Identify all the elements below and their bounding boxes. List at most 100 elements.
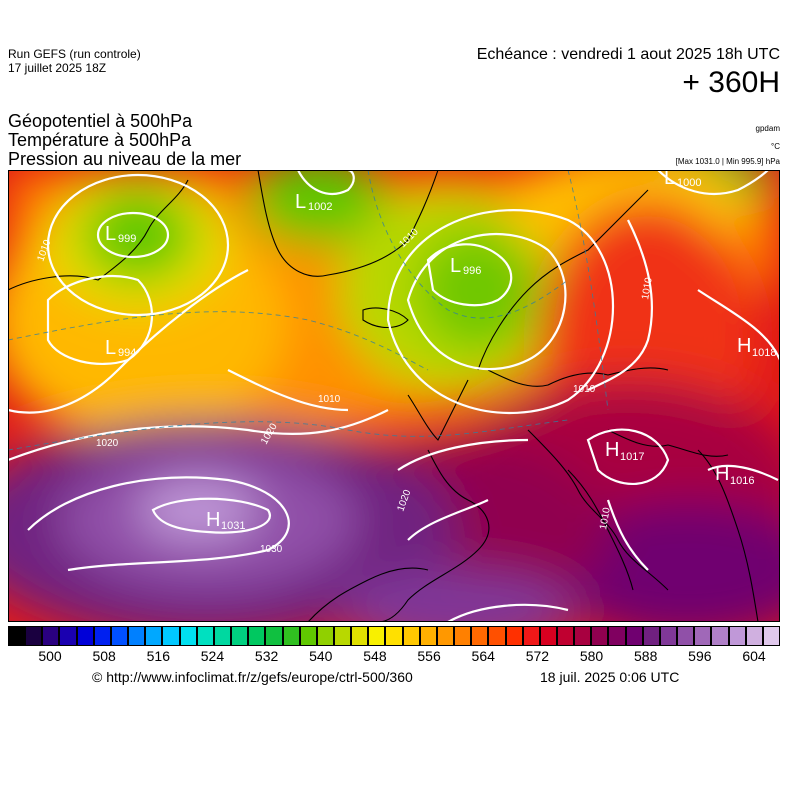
pressure-range: [Max 1031.0 | Min 995.9] hPa xyxy=(675,157,780,166)
geopotential-lines xyxy=(8,170,609,451)
isobar-label: 1030 xyxy=(260,544,283,555)
colorbar-swatch xyxy=(213,626,232,646)
colorbar-swatch xyxy=(265,626,283,646)
colorbar-swatch xyxy=(471,626,489,646)
isobar-label: 1010 xyxy=(573,384,596,395)
colorbar-tick-label: 564 xyxy=(471,648,495,664)
unit-celsius: °C xyxy=(771,142,780,151)
colorbar-swatch xyxy=(762,626,781,646)
colorbar-tick-label: 572 xyxy=(525,648,550,664)
colorbar-swatch xyxy=(231,626,249,646)
high-value: 1017 xyxy=(620,451,644,463)
colorbar-tick-label: 604 xyxy=(742,648,766,664)
colorbar-swatch xyxy=(282,626,300,646)
colorbar-swatch xyxy=(539,626,557,646)
param-temperature: Température à 500hPa xyxy=(8,130,192,150)
colorbar-swatch xyxy=(659,626,678,646)
low-value: 999 xyxy=(118,233,136,245)
unit-gpdam: gpdam xyxy=(755,124,780,133)
lead-time: + 360H xyxy=(682,66,780,99)
low-value: 1002 xyxy=(308,201,332,213)
colorbar-tick-label: 532 xyxy=(254,648,279,664)
high-center: H xyxy=(737,335,751,357)
colorbar-swatch xyxy=(179,626,197,646)
colorbar-tick-label: 548 xyxy=(363,648,387,664)
low-value: 996 xyxy=(463,265,481,277)
run-title: Run GEFS (run controle) xyxy=(8,47,141,61)
colorbar-swatch xyxy=(488,626,506,646)
weather-map: L 999 L 1002 L 1000 L 996 L 994 H 1018 H 1017 H… xyxy=(8,170,780,622)
colorbar-ticks: 500 508 516 524 532 540 548 556 564 572 580 588 596 6… xyxy=(8,648,780,666)
pressure-centers: L 999 L 1002 L 1000 L 996 L 994 H 1018 H 1017 H… xyxy=(105,170,776,532)
colorbar-swatch xyxy=(505,626,523,646)
low-value: 1000 xyxy=(677,177,701,189)
colorbar-swatch xyxy=(557,626,575,646)
colorbar-swatch xyxy=(93,626,111,646)
param-pressure: Pression au niveau de la mer xyxy=(8,149,242,169)
high-value: 1016 xyxy=(730,475,754,487)
coastlines xyxy=(8,170,759,622)
param-geopotential: Géopotentiel à 500hPa xyxy=(8,111,193,131)
echeance-label: Echéance : vendredi 1 aout 2025 18h UTC xyxy=(476,46,780,63)
colorbar-swatch xyxy=(351,626,369,646)
isobar-label: 1010 xyxy=(318,394,341,405)
low-center: L xyxy=(295,191,306,213)
high-center: H xyxy=(715,463,729,485)
colorbar-swatch xyxy=(419,626,437,646)
high-center: H xyxy=(206,509,220,531)
colorbar-swatch xyxy=(677,626,695,646)
isobars xyxy=(8,170,780,622)
colorbar-tick-label: 596 xyxy=(688,648,712,664)
low-value: 994 xyxy=(118,347,136,359)
colorbar-swatch xyxy=(59,626,77,646)
colorbar-swatch xyxy=(745,626,763,646)
colorbar-tick-label: 524 xyxy=(200,648,225,664)
colorbar-swatch xyxy=(625,626,643,646)
colorbar-swatch xyxy=(196,626,214,646)
low-center: L xyxy=(105,337,116,359)
colorbar-swatch xyxy=(454,626,472,646)
colorbar-swatch xyxy=(522,626,540,646)
isobar-labels: 1010 1020 1030 1010 1020 1010 1010 1020 … xyxy=(35,226,654,555)
colorbar-swatch xyxy=(25,626,43,646)
high-value: 1018 xyxy=(752,347,776,359)
colorbar-tick-label: 540 xyxy=(309,648,333,664)
colorbar-swatch xyxy=(642,626,660,646)
low-center: L xyxy=(664,170,675,189)
generated-time: 18 juil. 2025 0:06 UTC xyxy=(540,669,680,685)
source-url: © http://www.infoclimat.fr/z/gefs/europe… xyxy=(92,669,413,685)
colorbar-swatch xyxy=(248,626,266,646)
colorbar-swatch xyxy=(8,626,26,646)
colorbar-swatch xyxy=(591,626,609,646)
colorbar-swatch xyxy=(42,626,60,646)
colorbar-swatch xyxy=(128,626,146,646)
colorbar-tick-label: 588 xyxy=(634,648,658,664)
colorbar-tick-label: 500 xyxy=(38,648,62,664)
colorbar-tick-label: 508 xyxy=(92,648,116,664)
colorbar-swatch xyxy=(162,626,180,646)
run-date: 17 juillet 2025 18Z xyxy=(8,61,107,75)
colorbar-swatch xyxy=(368,626,386,646)
colorbar-swatch xyxy=(316,626,334,646)
colorbar-swatch xyxy=(333,626,352,646)
colorbar-tick-label: 516 xyxy=(146,648,170,664)
low-center: L xyxy=(105,223,116,245)
isobar-label: 1010 xyxy=(640,276,655,300)
high-center: H xyxy=(605,439,619,461)
colorbar-swatch xyxy=(299,626,317,646)
low-center: L xyxy=(450,255,461,277)
high-value: 1031 xyxy=(221,520,245,532)
colorbar-swatch xyxy=(608,626,626,646)
colorbar-swatch xyxy=(385,626,403,646)
isobar-label: 1010 xyxy=(598,506,613,530)
colorbar-swatch xyxy=(694,626,712,646)
temperature-colorbar xyxy=(8,626,781,646)
colorbar-tick-label: 556 xyxy=(417,648,441,664)
colorbar-swatch xyxy=(76,626,94,646)
colorbar-swatch xyxy=(436,626,455,646)
colorbar-swatch xyxy=(402,626,420,646)
colorbar-swatch xyxy=(711,626,729,646)
colorbar-swatch xyxy=(110,626,129,646)
colorbar-swatch xyxy=(574,626,592,646)
colorbar-swatch xyxy=(728,626,746,646)
